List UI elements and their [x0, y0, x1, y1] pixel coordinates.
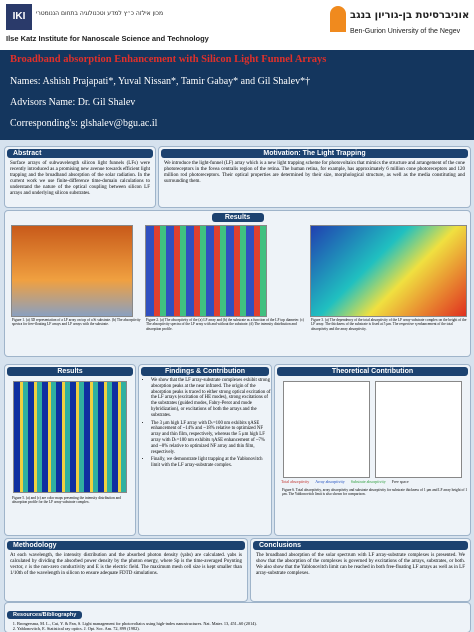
institute-name: Ilse Katz Institute for Nanoscale Scienc…	[6, 34, 209, 43]
caption: Figure 3. (a) The dependency of the tota…	[311, 318, 467, 331]
reference-list: Brongersma, M. L., Cui, Y. & Fan, S. Lig…	[5, 621, 470, 632]
bgu-logo	[330, 6, 346, 32]
corresponding: Corresponding's: glshalev@bgu.ac.il	[10, 118, 158, 129]
university-name: Ben-Gurion University of the Negev	[350, 28, 461, 35]
figure-6a	[283, 381, 370, 478]
caption: Figure 6. Total absorptivity, array abso…	[282, 488, 468, 497]
university-hebrew: אוניברסיטת בן-גוריון בנגב	[350, 10, 470, 21]
section-heading: Results	[7, 367, 133, 376]
figure-6b	[375, 381, 462, 478]
results-top: Results Figure 1. (a) 3D representation …	[4, 210, 471, 357]
section-heading: Motivation: The Light Trapping	[161, 149, 468, 158]
motivation-text: We introduce the light-funnel (LF) array…	[164, 161, 465, 184]
legend-entry: Total absorptivity	[281, 479, 310, 484]
findings-list: We show that the LF array-substrate comp…	[139, 378, 271, 469]
finding: We show that the LF array-substrate comp…	[151, 378, 271, 419]
figure-5	[13, 381, 127, 493]
title: Broadband absorption Enhancement with Si…	[10, 54, 327, 65]
header: IKI מכון אילזה כ״ץ למדע וטכנולוגיה בתחום…	[0, 0, 474, 50]
caption: Figure 5. (a) and (c) are color maps pre…	[12, 496, 121, 505]
legend-entry: Substrate absorptivity	[350, 479, 386, 484]
legend-entry: Free space	[391, 479, 409, 484]
motivation: Motivation: The Light Trapping We introd…	[158, 146, 471, 208]
theory: Theoretical Contribution Total absorptiv…	[274, 364, 471, 536]
figure-2	[145, 225, 267, 317]
abstract-text: Surface arrays of subwavelength silicon …	[10, 161, 150, 196]
conclusions-text: The broadband absorption of the solar sp…	[256, 553, 465, 576]
caption: Figure 2. (a) The absorptivity of the (a…	[146, 318, 305, 331]
findings: Findings & Contribution We show that the…	[138, 364, 272, 536]
section-heading: Resources/Bibliography	[7, 611, 83, 619]
results-left: Results Figure 5. (a) and (c) are color …	[4, 364, 136, 536]
logo: IKI	[6, 4, 32, 30]
methodology: Methodology At each wavelength, the inte…	[4, 538, 248, 602]
section-heading: Abstract	[7, 149, 153, 158]
section-heading: Methodology	[7, 541, 245, 550]
finding: Finally, we demonstrate light trapping a…	[151, 457, 271, 469]
abstract: Abstract Surface arrays of subwavelength…	[4, 146, 156, 208]
section-heading: Theoretical Contribution	[277, 367, 468, 376]
reference: Brongersma, M. L., Cui, Y. & Fan, S. Lig…	[17, 621, 470, 627]
caption: Figure 1. (a) 3D representation of a LF …	[12, 318, 141, 327]
conclusions: Conclusions The broadband absorption of …	[250, 538, 471, 602]
section-heading: Conclusions	[253, 541, 468, 550]
figure-1	[11, 225, 133, 317]
references: Resources/Bibliography Brongersma, M. L.…	[4, 602, 471, 632]
hebrew-institute: מכון אילזה כ״ץ למדע וטכנולוגיה בתחום הננ…	[36, 10, 164, 17]
finding: The 3 μm high LF array with Dₜ=100 nm ex…	[151, 421, 271, 456]
legend: Total absorptivity Array absorptivity Subs…	[281, 479, 466, 484]
reference: Yablonovitch, E. Statistical ray optics.…	[17, 626, 470, 632]
advisor: Advisors Name: Dr. Gil Shalev	[10, 97, 136, 108]
authors: Names: Ashish Prajapati*, Yuval Nissan*,…	[10, 76, 311, 87]
legend-entry: Array absorptivity	[315, 479, 345, 484]
figure-3	[310, 225, 467, 317]
methodology-text: At each wavelength, the intensity distri…	[10, 553, 242, 576]
section-heading: Results	[211, 213, 264, 222]
title-band: Broadband absorption Enhancement with Si…	[0, 50, 474, 140]
section-heading: Findings & Contribution	[141, 367, 269, 376]
